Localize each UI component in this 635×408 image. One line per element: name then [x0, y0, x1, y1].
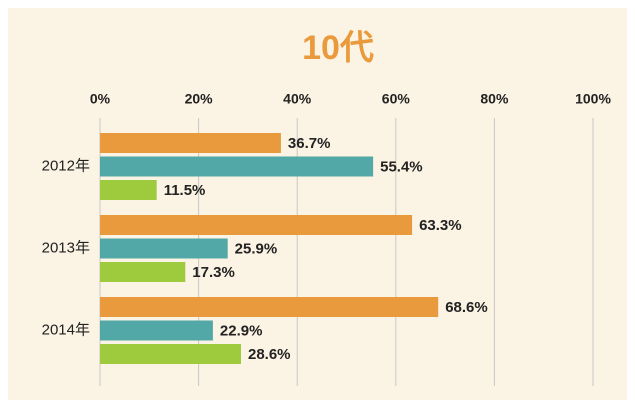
- x-tick-label: 40%: [283, 91, 312, 107]
- x-tick-label: 0%: [90, 91, 111, 107]
- value-label: 63.3%: [419, 217, 462, 234]
- value-label: 11.5%: [164, 182, 206, 199]
- bar: [100, 156, 374, 177]
- bar: [100, 344, 241, 364]
- bar: [100, 262, 186, 282]
- bar: [100, 238, 228, 259]
- y-tick-label: 2014年: [42, 321, 90, 338]
- bar: [100, 215, 413, 235]
- y-tick-label: 2013年: [42, 239, 90, 256]
- value-label: 22.9%: [220, 322, 263, 339]
- bar: [100, 320, 213, 341]
- x-tick-label: 80%: [480, 91, 509, 107]
- value-label: 17.3%: [192, 264, 235, 281]
- value-label: 28.6%: [248, 346, 291, 363]
- x-tick-label: 20%: [185, 91, 214, 107]
- chart-title: 10代: [302, 29, 374, 67]
- value-label: 55.4%: [380, 158, 423, 175]
- bar: [100, 297, 439, 317]
- x-tick-label: 60%: [382, 91, 411, 107]
- value-label: 68.6%: [445, 299, 488, 316]
- y-tick-label: 2012年: [42, 157, 90, 174]
- bar: [100, 133, 281, 153]
- value-label: 25.9%: [235, 240, 278, 257]
- x-tick-label: 100%: [575, 91, 611, 107]
- value-label: 36.7%: [288, 135, 331, 152]
- bar: [100, 180, 157, 200]
